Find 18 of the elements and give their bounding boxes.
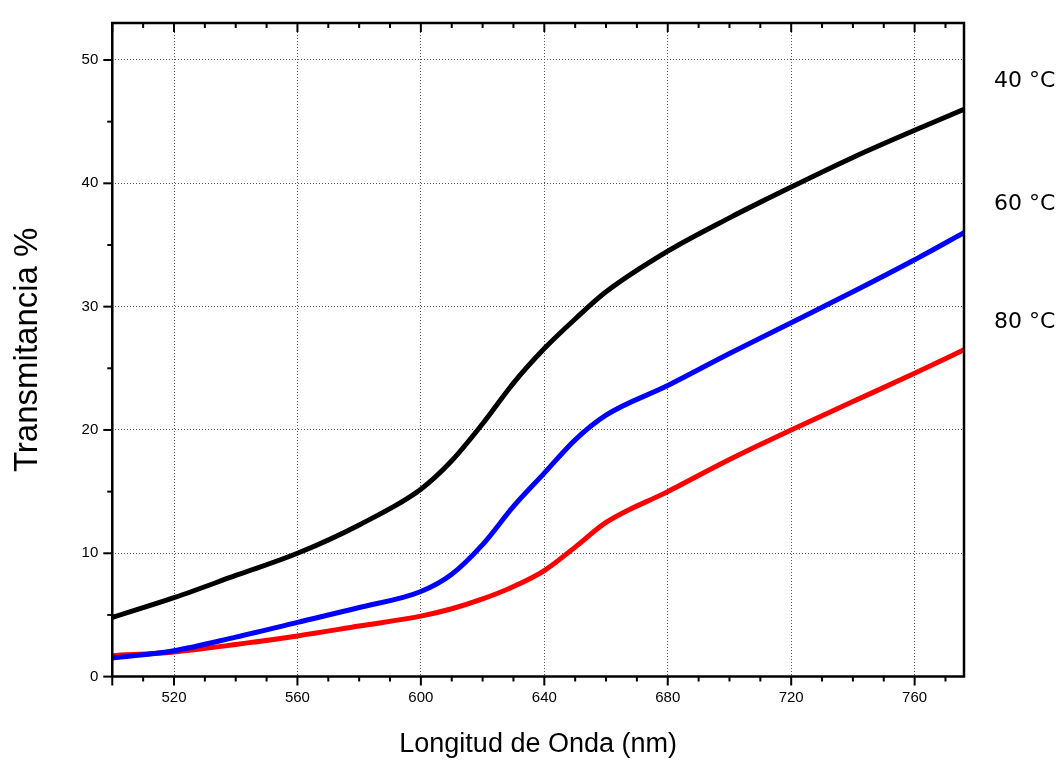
y-tick-label: 20 xyxy=(81,420,99,438)
x-axis-title: Longitud de Onda (nm) xyxy=(399,728,677,759)
x-tick-label: 640 xyxy=(531,687,557,705)
y-tick-label: 40 xyxy=(81,173,99,191)
series-label: 40 °C xyxy=(994,67,1056,93)
x-tick-label: 680 xyxy=(655,687,681,705)
x-tick-label: 720 xyxy=(778,687,804,705)
x-tick-label: 600 xyxy=(408,687,434,705)
x-tick-label: 760 xyxy=(902,687,928,705)
y-axis-title: Transmitancia % xyxy=(6,227,44,473)
series-label: 80 °C xyxy=(994,307,1056,333)
series-label: 60 °C xyxy=(994,190,1056,216)
y-tick-label: 50 xyxy=(81,50,99,68)
y-tick-label: 30 xyxy=(81,296,99,314)
x-tick-label: 560 xyxy=(284,687,310,705)
y-tick-label: 0 xyxy=(89,666,99,684)
y-tick-label: 10 xyxy=(81,543,99,561)
x-tick-label: 520 xyxy=(161,687,187,705)
